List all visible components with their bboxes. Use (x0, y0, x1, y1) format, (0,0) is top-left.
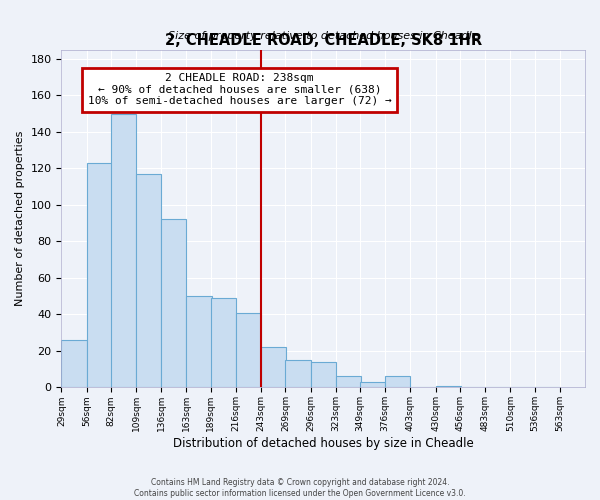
Bar (187, 296, 212, 388)
Bar (311, 362, 336, 388)
Bar (86, 163, 112, 388)
Title: 2, CHEADLE ROAD, CHEADLE, SK8 1HR: 2, CHEADLE ROAD, CHEADLE, SK8 1HR (164, 34, 482, 48)
X-axis label: Distribution of detached houses by size in Cheadle: Distribution of detached houses by size … (173, 437, 473, 450)
Bar (286, 360, 311, 388)
Bar (161, 220, 187, 388)
Bar (211, 298, 236, 388)
Bar (336, 376, 361, 388)
Bar (236, 312, 261, 388)
Bar (261, 348, 286, 388)
Bar (436, 386, 461, 388)
Text: Size of property relative to detached houses in Cheadle: Size of property relative to detached ho… (168, 31, 479, 41)
Text: 2 CHEADLE ROAD: 238sqm
← 90% of detached houses are smaller (638)
10% of semi-de: 2 CHEADLE ROAD: 238sqm ← 90% of detached… (88, 74, 391, 106)
Y-axis label: Number of detached properties: Number of detached properties (15, 131, 25, 306)
Bar (61, 340, 86, 388)
Bar (360, 382, 385, 388)
Text: Contains HM Land Registry data © Crown copyright and database right 2024.
Contai: Contains HM Land Registry data © Crown c… (134, 478, 466, 498)
Bar (111, 114, 136, 388)
Bar (136, 174, 161, 388)
Bar (385, 376, 410, 388)
